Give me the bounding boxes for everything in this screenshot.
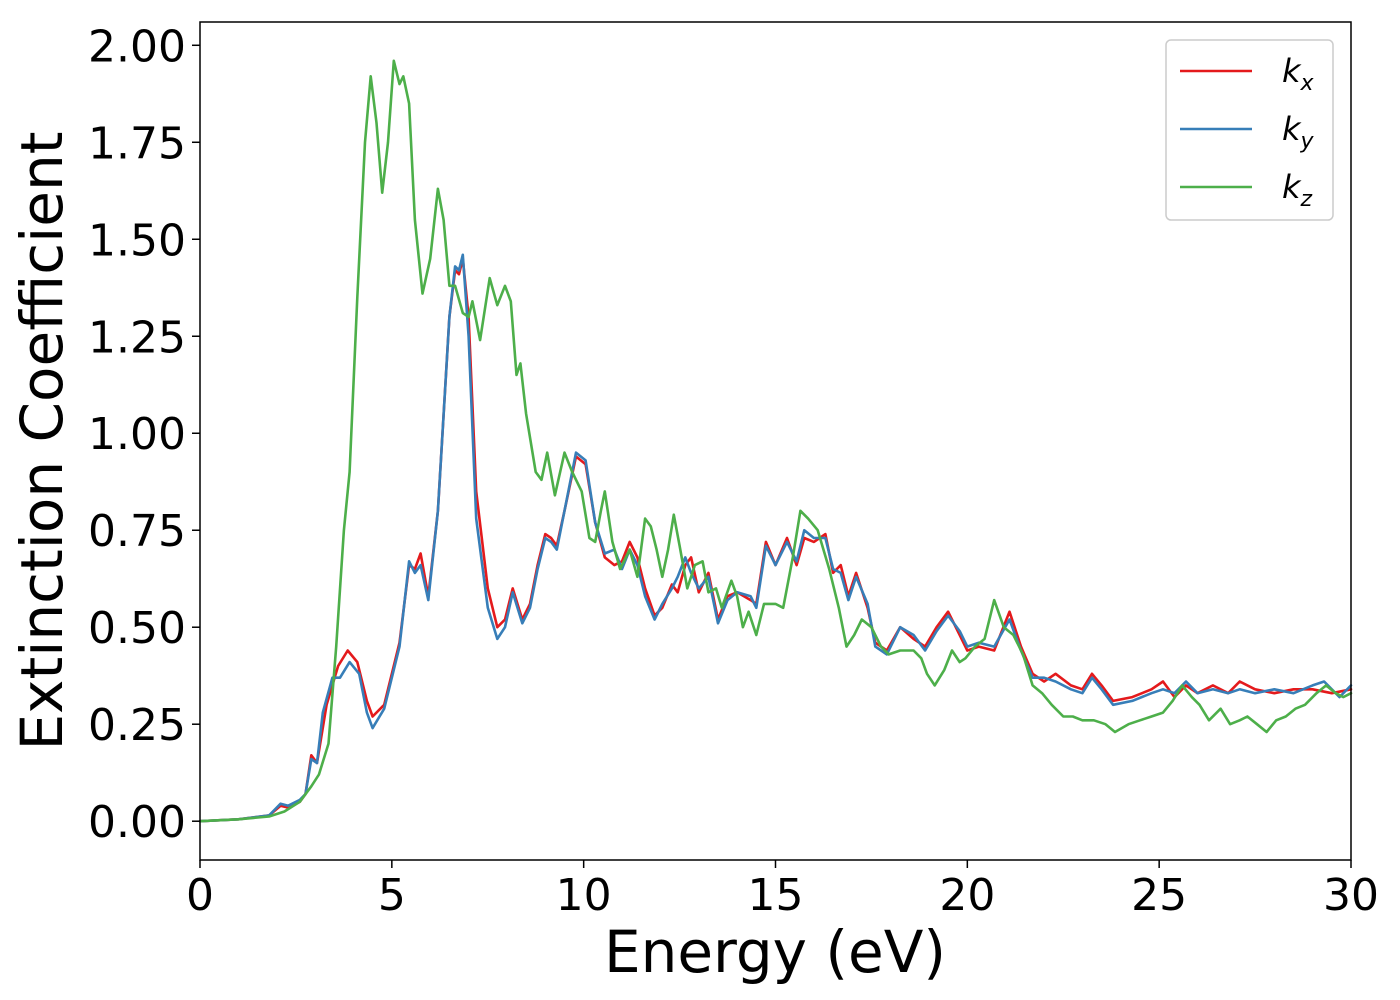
legend-label-sub: z — [1300, 187, 1313, 212]
x-tick-label: 25 — [1131, 870, 1187, 921]
x-tick-label: 10 — [556, 870, 612, 921]
x-tick-label: 30 — [1323, 870, 1379, 921]
legend-label-y: ky — [1282, 110, 1315, 154]
x-axis: 0 5 10 15 20 25 30 — [186, 860, 1379, 921]
x-axis-label: Energy (eV) — [604, 918, 946, 986]
y-tick-label: 1.00 — [88, 409, 186, 460]
y-tick-label: 1.50 — [88, 215, 186, 266]
series-line-z — [198, 59, 1353, 823]
legend-label-main: k — [1282, 52, 1302, 90]
legend-label-sub: y — [1300, 129, 1315, 154]
y-tick-label: 1.75 — [88, 118, 186, 169]
legend-label-main: k — [1282, 168, 1302, 206]
x-tick-label: 0 — [186, 870, 214, 921]
legend-label-x: kx — [1282, 52, 1315, 96]
series-line-y — [198, 253, 1353, 823]
y-tick-label: 0.75 — [88, 506, 186, 557]
y-axis-label: Extinction Coefficient — [8, 132, 76, 751]
legend-label-z: kz — [1282, 168, 1313, 212]
y-tick-label: 2.00 — [88, 21, 186, 72]
legend-label-main: k — [1282, 110, 1302, 148]
y-tick-label: 1.25 — [88, 312, 186, 363]
x-tick-label: 15 — [748, 870, 804, 921]
x-tick-label: 5 — [378, 870, 406, 921]
plot-area — [200, 22, 1351, 860]
y-tick-label: 0.00 — [88, 797, 186, 848]
y-tick-label: 0.25 — [88, 700, 186, 751]
x-tick-label: 20 — [939, 870, 995, 921]
series-line-x — [198, 257, 1353, 823]
y-tick-label: 0.50 — [88, 603, 186, 654]
legend-label-sub: x — [1300, 71, 1315, 96]
y-axis: 0.00 0.25 0.50 0.75 1.00 1.25 1.50 1.75 2.00 — [88, 21, 200, 848]
series-layer — [198, 59, 1353, 823]
